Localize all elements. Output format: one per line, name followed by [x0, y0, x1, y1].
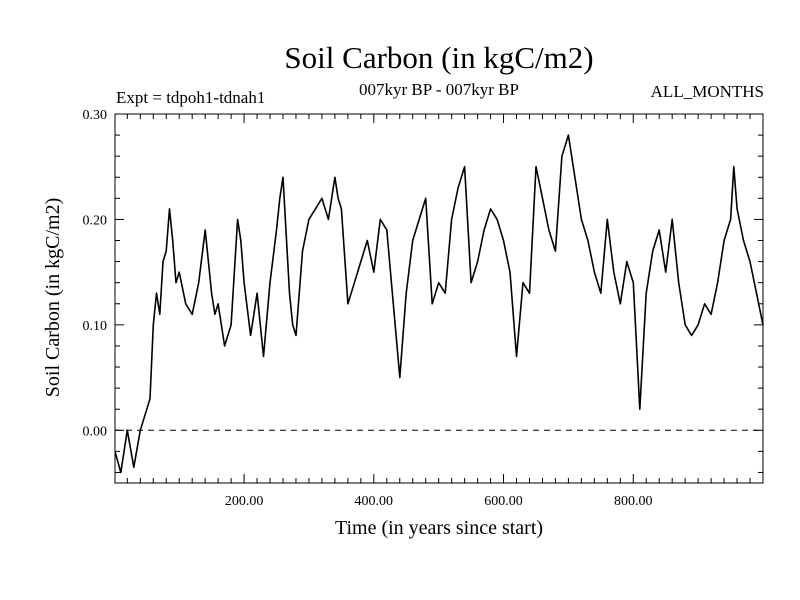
- y-tick-label: 0.30: [83, 108, 108, 123]
- y-tick-label: 0.00: [83, 424, 108, 439]
- y-axis-label: Soil Carbon (in kgC/m2): [42, 198, 64, 397]
- months-label: ALL_MONTHS: [650, 82, 764, 101]
- series-line: [114, 134, 764, 474]
- x-tick-label: 400.00: [355, 494, 394, 509]
- x-tick-label: 600.00: [484, 494, 523, 509]
- period-label: 007kyr BP - 007kyr BP: [359, 80, 519, 99]
- y-tick-label: 0.20: [83, 213, 108, 228]
- tick-labels: 200.00 400.00 600.00 800.00 0.00 0.10 0.20 0.30: [83, 108, 653, 509]
- chart-title: Soil Carbon (in kgC/m2): [284, 40, 594, 75]
- tick-marks: [115, 114, 763, 483]
- x-tick-label: 800.00: [614, 494, 653, 509]
- x-axis-label: Time (in years since start): [335, 517, 543, 539]
- x-tick-label: 200.00: [225, 494, 264, 509]
- experiment-label: Expt = tdpoh1-tdnah1: [116, 88, 266, 107]
- y-tick-label: 0.10: [83, 319, 108, 334]
